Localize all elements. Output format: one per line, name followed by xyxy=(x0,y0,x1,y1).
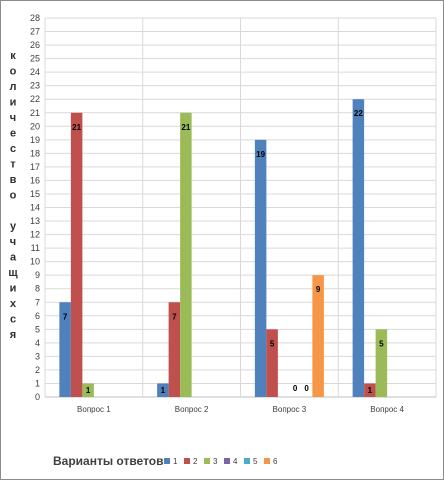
data-label: 1 xyxy=(86,386,91,395)
bar-series-1 xyxy=(157,383,169,397)
legend-label-5: 5 xyxy=(253,457,258,466)
y-axis-title-letter: и xyxy=(10,283,17,295)
y-axis-ticks: 0123456789101112131415161718192021222324… xyxy=(30,13,40,402)
bar-series-1 xyxy=(352,99,365,397)
x-category-label: Вопрос 3 xyxy=(273,405,307,414)
bar-series-2 xyxy=(266,329,278,397)
data-label: 5 xyxy=(270,339,275,348)
legend-swatch-3 xyxy=(204,458,210,464)
y-tick-label: 2 xyxy=(35,365,40,375)
gridlines xyxy=(44,17,437,398)
y-tick-label: 6 xyxy=(35,311,40,321)
data-label: 22 xyxy=(354,109,363,118)
bars xyxy=(59,99,388,398)
y-tick-label: 3 xyxy=(35,351,40,361)
data-label: 0 xyxy=(304,384,309,393)
data-label: 9 xyxy=(316,285,321,294)
bar-series-3 xyxy=(375,329,388,397)
y-tick-label: 14 xyxy=(30,203,40,213)
bar-series-2 xyxy=(364,383,376,397)
y-tick-label: 0 xyxy=(35,392,40,402)
y-tick-label: 11 xyxy=(31,243,40,253)
y-axis-title-letter: с xyxy=(10,143,16,155)
y-tick-label: 20 xyxy=(30,121,40,131)
y-axis-title-letter: х xyxy=(10,298,17,310)
data-label: 1 xyxy=(161,386,166,395)
y-tick-label: 10 xyxy=(30,257,40,267)
y-tick-label: 28 xyxy=(30,13,40,23)
x-category-label: Вопрос 4 xyxy=(370,405,404,414)
bar-series-3 xyxy=(180,112,192,397)
y-axis-title-letter: я xyxy=(10,329,16,341)
legend-label-4: 4 xyxy=(233,457,238,466)
y-tick-label: 9 xyxy=(35,270,40,280)
legend-swatch-4 xyxy=(224,458,230,464)
legend-swatch-6 xyxy=(264,458,270,464)
y-tick-label: 21 xyxy=(30,108,40,118)
y-axis-title-letter: к xyxy=(10,50,16,62)
y-tick-label: 7 xyxy=(35,297,40,307)
y-tick-label: 4 xyxy=(35,338,40,348)
data-label: 21 xyxy=(72,123,81,132)
y-tick-label: 25 xyxy=(30,54,40,64)
y-tick-label: 15 xyxy=(30,189,40,199)
y-axis-title-letter: у xyxy=(10,221,17,233)
bar-series-1 xyxy=(59,302,71,397)
y-tick-label: 22 xyxy=(30,94,40,104)
y-tick-label: 5 xyxy=(35,324,40,334)
bar-series-2 xyxy=(168,302,181,397)
y-tick-label: 19 xyxy=(30,135,40,145)
y-tick-label: 23 xyxy=(30,81,40,91)
data-label: 1 xyxy=(368,386,373,395)
x-axis-categories: Вопрос 1 Вопрос 2 Вопрос 3 Вопрос 4 xyxy=(77,405,404,414)
y-axis-title-letter: щ xyxy=(8,267,18,279)
legend-label-6: 6 xyxy=(273,457,278,466)
y-tick-label: 27 xyxy=(30,27,40,37)
y-axis-title-letter: е xyxy=(10,128,16,140)
data-label: 21 xyxy=(181,123,190,132)
legend-label-2: 2 xyxy=(193,457,198,466)
data-label: 7 xyxy=(172,312,177,321)
y-tick-label: 16 xyxy=(30,175,40,185)
data-label: 7 xyxy=(63,312,68,321)
y-axis-title-letter: и xyxy=(10,97,17,109)
y-tick-label: 8 xyxy=(35,284,40,294)
y-axis-title-letter: т xyxy=(10,159,16,171)
y-tick-label: 26 xyxy=(30,40,40,50)
y-axis-title-letter: с xyxy=(10,314,16,326)
y-tick-label: 24 xyxy=(30,67,40,77)
legend-swatch-1 xyxy=(164,458,170,464)
bar-series-6 xyxy=(312,275,324,397)
y-axis-title-letter: ч xyxy=(10,236,16,248)
y-tick-label: 12 xyxy=(30,230,40,240)
y-tick-label: 13 xyxy=(30,216,40,226)
legend-swatch-5 xyxy=(244,458,250,464)
data-label: 5 xyxy=(379,339,384,348)
bar-series-1 xyxy=(254,139,267,398)
bar-series-2 xyxy=(70,112,83,397)
y-axis-title-letter: л xyxy=(10,81,17,93)
x-category-label: Вопрос 2 xyxy=(175,405,209,414)
y-axis-title-letter: о xyxy=(10,66,17,78)
y-axis-title-letter: а xyxy=(10,252,17,264)
y-tick-label: 18 xyxy=(30,148,40,158)
y-axis-title-letter: в xyxy=(10,174,17,186)
y-tick-label: 1 xyxy=(35,378,40,388)
legend-label-3: 3 xyxy=(213,457,218,466)
legend-swatch-2 xyxy=(184,458,190,464)
y-tick-label: 17 xyxy=(30,162,40,172)
legend: Варианты ответов 1 2 3 4 5 6 xyxy=(53,454,278,468)
data-label: 19 xyxy=(256,150,265,159)
data-labels: 7 1 19 22 21 7 5 1 1 21 5 0 0 9 xyxy=(63,109,384,395)
y-axis-title-letter: о xyxy=(10,190,17,202)
x-axis-title: Варианты ответов xyxy=(53,454,164,468)
bar-series-3 xyxy=(82,383,94,397)
legend-label-1: 1 xyxy=(173,457,178,466)
data-label: 0 xyxy=(293,384,298,393)
x-category-label: Вопрос 1 xyxy=(77,405,111,414)
y-axis-title-letter: ч xyxy=(10,112,16,124)
